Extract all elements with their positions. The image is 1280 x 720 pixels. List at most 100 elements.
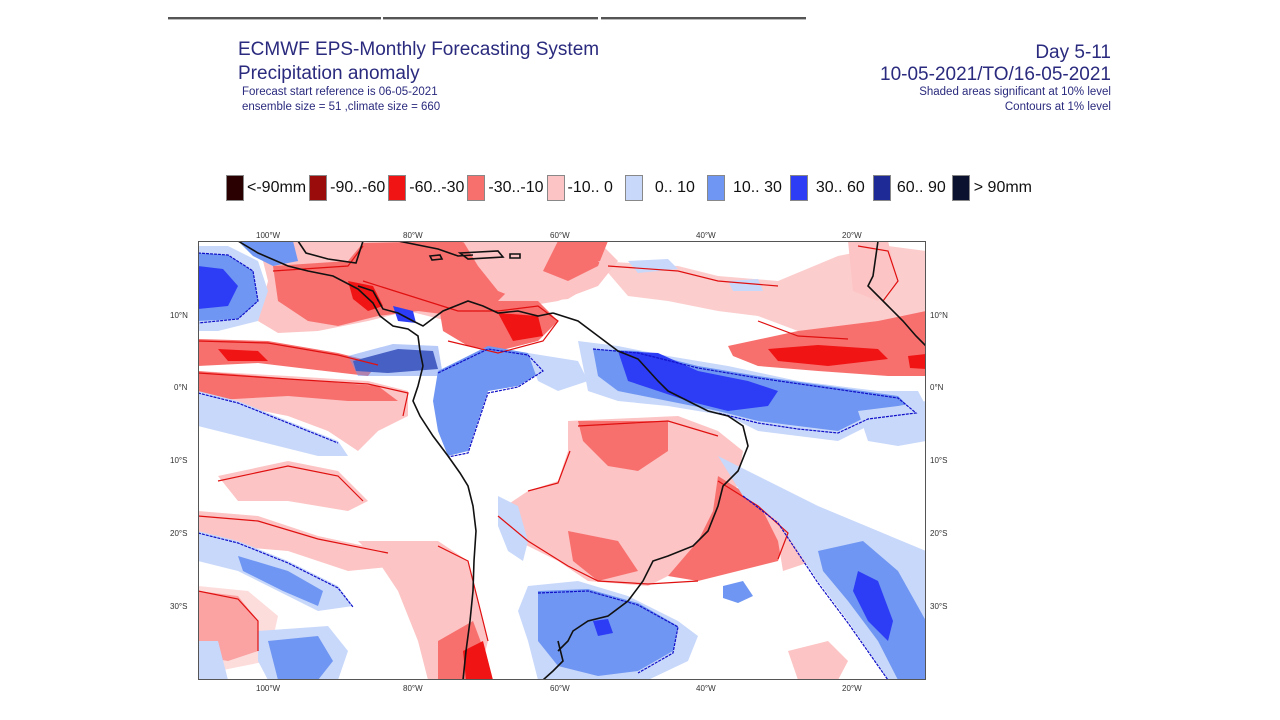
lat-label-right: 30°S (930, 602, 948, 611)
anomaly-region-neg-mid (578, 421, 668, 471)
neg-contour (198, 340, 379, 366)
pos-contour (592, 348, 918, 434)
anomaly-region-neg-strong (218, 349, 268, 361)
legend-swatch (388, 175, 407, 201)
lat-label-right: 10°S (930, 456, 948, 465)
lat-label-right: 20°S (930, 529, 948, 538)
coastline-yucatan (297, 241, 364, 264)
lat-label-left: 10°S (170, 456, 188, 465)
legend-item: <-90mm (226, 175, 309, 201)
top-rule-2 (383, 17, 598, 20)
legend-swatch (467, 175, 486, 201)
anomaly-region-neg-mid (198, 371, 398, 401)
legend-item: -90..-60 (309, 175, 388, 201)
lat-label-right: 10°N (930, 311, 948, 320)
lon-label-top: 40°W (696, 231, 716, 240)
anomaly-region-neg-strong (908, 354, 926, 369)
anomaly-region-pos-strong (853, 571, 893, 641)
lat-label-left: 0°N (174, 383, 188, 392)
lon-label-bottom: 80°W (403, 684, 423, 693)
coastline-caribbean (357, 285, 554, 327)
anomaly-region-pos-light (528, 353, 588, 391)
lon-label-bottom: 100°W (256, 684, 281, 693)
day-range: Day 5-11 (1035, 42, 1111, 63)
legend-swatch (624, 175, 643, 201)
anomaly-region-pos-mid (348, 344, 443, 376)
top-rule-3 (601, 17, 806, 20)
neg-contour (857, 245, 899, 302)
lon-label-top: 100°W (256, 231, 281, 240)
color-legend: <-90mm -90..-60 -60..-30 -30..-10 -10.. … (226, 174, 1035, 202)
precipitation-anomaly-map (198, 241, 926, 680)
lat-label-left: 20°S (170, 529, 188, 538)
anomaly-region-pos-light (198, 641, 228, 680)
anomaly-region-neg-strong (463, 641, 493, 680)
neg-contour (497, 420, 719, 585)
lon-label-bottom: 20°W (842, 684, 862, 693)
legend-label: 30.. 60 (815, 179, 865, 196)
legend-item: -60..-30 (388, 175, 467, 201)
lon-label-top: 80°W (403, 231, 423, 240)
lon-label-top: 60°W (550, 231, 570, 240)
anomaly-region-pos-light (858, 401, 926, 446)
anomaly-region-neg-light (788, 641, 848, 680)
coastline-jamaica (428, 254, 444, 261)
anomaly-region-pos-light (728, 279, 763, 291)
top-rule-1 (168, 17, 381, 20)
legend-swatch (789, 175, 808, 201)
legend-swatch (706, 175, 725, 201)
date-range: 10-05-2021/TO/16-05-2021 (880, 64, 1111, 85)
pos-contour (198, 392, 339, 444)
negative-contours (198, 245, 899, 651)
legend-item: 0.. 10 (624, 175, 707, 201)
anomaly-region-neg-mid (198, 339, 378, 376)
anomaly-region-neg-mid (568, 531, 638, 581)
legend-label: <-90mm (247, 179, 307, 196)
legend-label: -10.. 0 (567, 179, 613, 196)
legend-swatch (951, 175, 970, 201)
coastline-west-africa (867, 241, 926, 347)
pos-contour (437, 348, 544, 458)
neg-contour (217, 465, 364, 502)
lon-label-bottom: 40°W (696, 684, 716, 693)
ensemble-info: ensemble size = 51 ,climate size = 660 (242, 101, 441, 113)
anomaly-region-neg-light (198, 511, 398, 571)
anomaly-region-neg-light (498, 416, 743, 586)
coastline-sa-west (412, 365, 477, 680)
coastline-cuba (397, 241, 474, 257)
chart-title: ECMWF EPS-Monthly Forecasting System (238, 39, 600, 60)
coastline-sa-north-east (552, 312, 749, 652)
pos-contour (742, 495, 889, 680)
coastline-rio-plata (542, 640, 564, 680)
legend-item: 30.. 60 (789, 175, 873, 201)
lat-label-left: 30°S (170, 602, 188, 611)
anomaly-region-pos-strong (198, 266, 238, 309)
anomaly-region-pos-light (628, 259, 678, 273)
legend-item: > 90mm (951, 175, 1035, 201)
anomaly-region-neg-mid (543, 241, 608, 281)
forecast-reference: Forecast start reference is 06-05-2021 (242, 86, 438, 98)
shading-note: Shaded areas significant at 10% level (919, 86, 1111, 98)
neg-contour (198, 515, 389, 554)
legend-label: -60..-30 (409, 179, 465, 196)
lon-label-top: 20°W (842, 231, 862, 240)
lat-label-left: 10°N (170, 311, 188, 320)
pos-contour (198, 252, 259, 324)
legend-label: > 90mm (973, 179, 1032, 196)
legend-item: -10.. 0 (546, 175, 625, 201)
coastline-puerto-rico (509, 253, 521, 259)
legend-label: 10.. 30 (732, 179, 782, 196)
coastlines (237, 241, 926, 680)
lon-label-bottom: 60°W (550, 684, 570, 693)
anomaly-region-pos-mid (433, 346, 543, 456)
anomaly-region-pos-light (198, 391, 348, 456)
legend-label: 0.. 10 (654, 179, 695, 196)
neg-contour (198, 590, 259, 651)
legend-label: -30..-10 (488, 179, 544, 196)
neg-contour (607, 265, 849, 340)
coastline-central-america (237, 241, 424, 367)
anomaly-region-pos-mid (723, 581, 753, 603)
neg-contour (198, 372, 409, 417)
coastline-hispaniola (457, 250, 505, 260)
chart-subtitle: Precipitation anomaly (238, 63, 420, 84)
